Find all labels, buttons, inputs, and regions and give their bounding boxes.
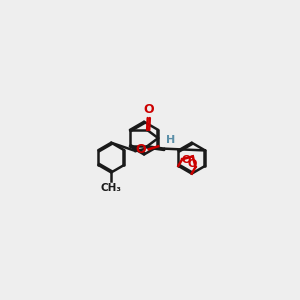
Text: O: O — [187, 159, 197, 169]
Text: O: O — [181, 155, 190, 165]
Text: O: O — [143, 103, 154, 116]
Text: CH₃: CH₃ — [101, 183, 122, 193]
Text: O: O — [135, 143, 146, 156]
Text: H: H — [166, 134, 175, 145]
